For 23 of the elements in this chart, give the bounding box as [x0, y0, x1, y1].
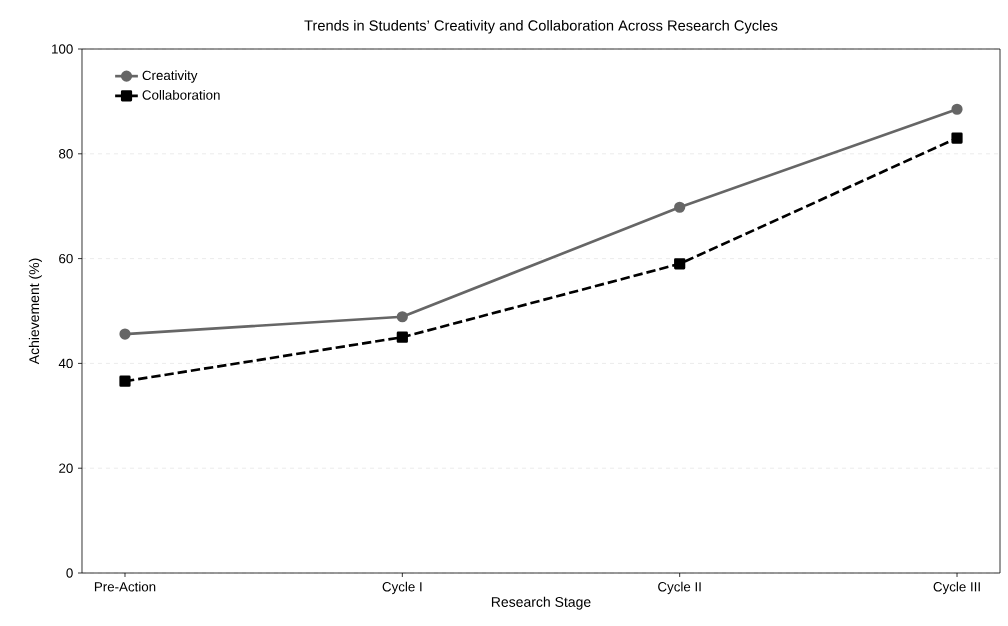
x-tick-label: Cycle III — [933, 581, 980, 595]
point — [396, 311, 408, 323]
chart-title: Trends in Students’ Creativity and Collaboration Across Research Cycles — [304, 19, 778, 34]
x-tick-label: Cycle II — [658, 581, 701, 595]
point — [119, 328, 131, 340]
y-axis-title: Achievement (%) — [28, 258, 42, 365]
y-tick-label: 20 — [59, 463, 73, 473]
y-tick-label: 0 — [66, 568, 73, 578]
x-tick-label: Cycle I — [382, 581, 422, 595]
x-axis-title: Research Stage — [491, 596, 591, 610]
y-tick-label: 80 — [59, 149, 73, 159]
point — [119, 375, 131, 387]
point — [674, 201, 686, 213]
x-tick-label: Pre-Action — [94, 581, 156, 592]
y-tick-label: 100 — [52, 44, 73, 54]
point — [951, 103, 963, 115]
legend-label: Collaboration — [142, 89, 220, 100]
point — [396, 331, 408, 343]
y-tick-label: 60 — [59, 253, 73, 264]
point — [951, 132, 963, 144]
y-tick-label: 40 — [58, 358, 73, 369]
point — [674, 258, 686, 270]
legend-label: Creativity — [142, 70, 198, 83]
